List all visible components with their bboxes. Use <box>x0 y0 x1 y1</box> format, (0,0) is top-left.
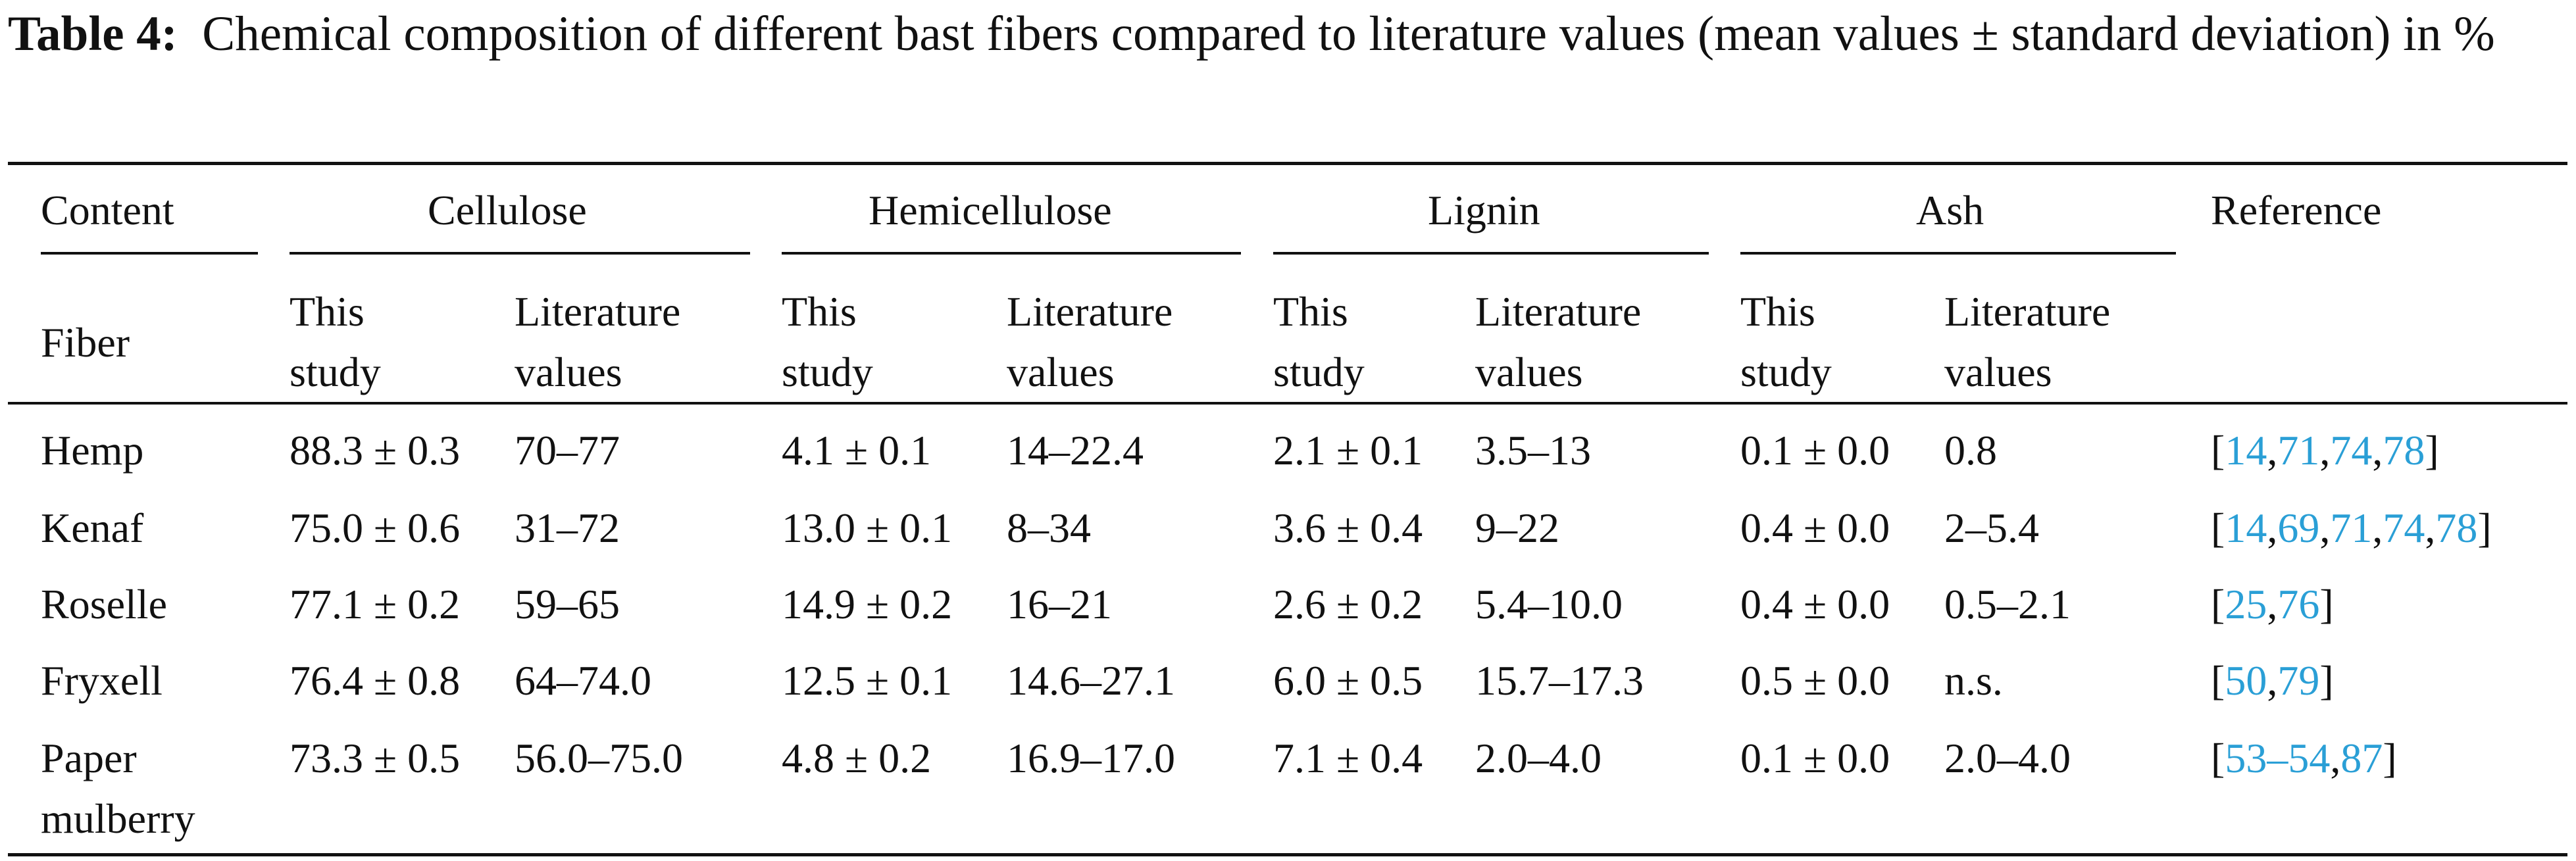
citation-link[interactable]: 71 <box>2277 427 2320 474</box>
row-hemp-lignin-lit: 3.5–13 <box>1475 427 1591 474</box>
row-roselle-ash-study: 0.4 ± 0.0 <box>1740 581 1890 627</box>
row-fryxell-lignin-lit: 15.7–17.3 <box>1475 657 1644 704</box>
row-hemp-ash-lit: 0.8 <box>1944 427 1997 474</box>
ash-literature-header: Literature values <box>1944 288 2111 395</box>
row-paper-mulberry-lignin-study: 7.1 ± 0.4 <box>1273 735 1423 781</box>
citation-link[interactable]: 69 <box>2277 504 2320 551</box>
citation-link[interactable]: 79 <box>2277 657 2320 704</box>
citation-link[interactable]: 14 <box>2225 504 2267 551</box>
row-paper-mulberry-hemi-study: 4.8 ± 0.2 <box>782 735 932 781</box>
row-hemp-fiber: Hemp <box>41 427 144 474</box>
content-underline <box>41 252 258 255</box>
row-fryxell-fiber: Fryxell <box>41 657 163 704</box>
citation-link[interactable]: 71 <box>2330 504 2373 551</box>
header-hemicellulose: Hemicellulose <box>869 187 1112 234</box>
lignin-this-study-header: This study <box>1273 288 1365 395</box>
row-hemp-lignin-study: 2.1 ± 0.1 <box>1273 427 1423 474</box>
citation-link[interactable]: 25 <box>2225 581 2267 627</box>
ash-this-study-header: This study <box>1740 288 1832 395</box>
citation-link[interactable]: 14 <box>2225 427 2267 474</box>
hemicellulose-underline <box>782 252 1241 255</box>
row-kenaf-lignin-lit: 9–22 <box>1475 504 1559 551</box>
caption-text: Chemical composition of different bast f… <box>202 7 2495 61</box>
row-hemp-cellulose-study: 88.3 ± 0.3 <box>290 427 461 474</box>
citation-link[interactable]: 74 <box>2330 427 2373 474</box>
row-hemp-ash-study: 0.1 ± 0.0 <box>1740 427 1890 474</box>
lignin-literature-header: Literature values <box>1475 288 1642 395</box>
table-caption: Table 4: Chemical composition of differe… <box>8 0 2567 68</box>
row-fryxell-cellulose-study: 76.4 ± 0.8 <box>290 657 461 704</box>
row-roselle-fiber: Roselle <box>41 581 167 627</box>
row-roselle-cellulose-study: 77.1 ± 0.2 <box>290 581 461 627</box>
row-kenaf-hemi-study: 13.0 ± 0.1 <box>782 504 953 551</box>
row-fryxell-hemi-study: 12.5 ± 0.1 <box>782 657 953 704</box>
citation-link[interactable]: 53 <box>2225 735 2267 781</box>
top-rule <box>8 162 2567 165</box>
header-reference: Reference <box>2211 187 2382 234</box>
row-fryxell-cellulose-lit: 64–74.0 <box>515 657 651 704</box>
header-fiber: Fiber <box>41 319 130 366</box>
row-roselle-cellulose-lit: 59–65 <box>515 581 620 627</box>
row-roselle-lignin-study: 2.6 ± 0.2 <box>1273 581 1423 627</box>
row-fryxell-hemi-lit: 14.6–27.1 <box>1007 657 1175 704</box>
row-paper-mulberry-ash-study: 0.1 ± 0.0 <box>1740 735 1890 781</box>
row-hemp-hemi-lit: 14–22.4 <box>1007 427 1144 474</box>
row-kenaf-lignin-study: 3.6 ± 0.4 <box>1273 504 1423 551</box>
row-kenaf-cellulose-lit: 31–72 <box>515 504 620 551</box>
citation-link[interactable]: 54 <box>2288 735 2331 781</box>
row-hemp-hemi-study: 4.1 ± 0.1 <box>782 427 932 474</box>
row-paper-mulberry-fiber: Paper mulberry <box>41 735 195 842</box>
cellulose-this-study-header: This study <box>290 288 381 395</box>
row-kenaf-reference: [14,69,71,74,78] <box>2211 504 2492 551</box>
row-roselle-hemi-lit: 16–21 <box>1007 581 1112 627</box>
header-content: Content <box>41 187 174 234</box>
row-hemp-cellulose-lit: 70–77 <box>515 427 620 474</box>
row-kenaf-hemi-lit: 8–34 <box>1007 504 1091 551</box>
row-hemp-reference: [14,71,74,78] <box>2211 427 2439 474</box>
bottom-rule <box>8 853 2567 856</box>
row-kenaf-ash-lit: 2–5.4 <box>1944 504 2039 551</box>
citation-link[interactable]: 78 <box>2435 504 2478 551</box>
citation-link[interactable]: 50 <box>2225 657 2267 704</box>
ash-underline <box>1740 252 2176 255</box>
header-cellulose: Cellulose <box>428 187 587 234</box>
row-fryxell-lignin-study: 6.0 ± 0.5 <box>1273 657 1423 704</box>
row-roselle-reference: [25,76] <box>2211 581 2334 627</box>
row-roselle-ash-lit: 0.5–2.1 <box>1944 581 2071 627</box>
row-fryxell-ash-study: 0.5 ± 0.0 <box>1740 657 1890 704</box>
citation-link[interactable]: 76 <box>2277 581 2320 627</box>
citation-link[interactable]: 74 <box>2383 504 2425 551</box>
header-rule <box>8 402 2567 405</box>
row-paper-mulberry-hemi-lit: 16.9–17.0 <box>1007 735 1175 781</box>
cellulose-literature-header: Literature values <box>515 288 681 395</box>
row-roselle-hemi-study: 14.9 ± 0.2 <box>782 581 953 627</box>
row-roselle-lignin-lit: 5.4–10.0 <box>1475 581 1623 627</box>
row-paper-mulberry-cellulose-study: 73.3 ± 0.5 <box>290 735 461 781</box>
citation-link[interactable]: 87 <box>2340 735 2383 781</box>
header-ash: Ash <box>1916 187 1984 234</box>
hemicellulose-this-study-header: This study <box>782 288 873 395</box>
row-paper-mulberry-ash-lit: 2.0–4.0 <box>1944 735 2071 781</box>
row-paper-mulberry-lignin-lit: 2.0–4.0 <box>1475 735 1602 781</box>
citation-link[interactable]: 78 <box>2383 427 2425 474</box>
row-kenaf-fiber: Kenaf <box>41 504 144 551</box>
caption-label: Table 4: <box>8 7 178 61</box>
row-fryxell-reference: [50,79] <box>2211 657 2334 704</box>
row-fryxell-ash-lit: n.s. <box>1944 657 2003 704</box>
cellulose-underline <box>290 252 750 255</box>
row-kenaf-cellulose-study: 75.0 ± 0.6 <box>290 504 461 551</box>
lignin-underline <box>1273 252 1709 255</box>
header-lignin: Lignin <box>1428 187 1540 234</box>
row-paper-mulberry-cellulose-lit: 56.0–75.0 <box>515 735 683 781</box>
row-paper-mulberry-reference: [53–54,87] <box>2211 735 2397 781</box>
hemicellulose-literature-header: Literature values <box>1007 288 1173 395</box>
row-kenaf-ash-study: 0.4 ± 0.0 <box>1740 504 1890 551</box>
